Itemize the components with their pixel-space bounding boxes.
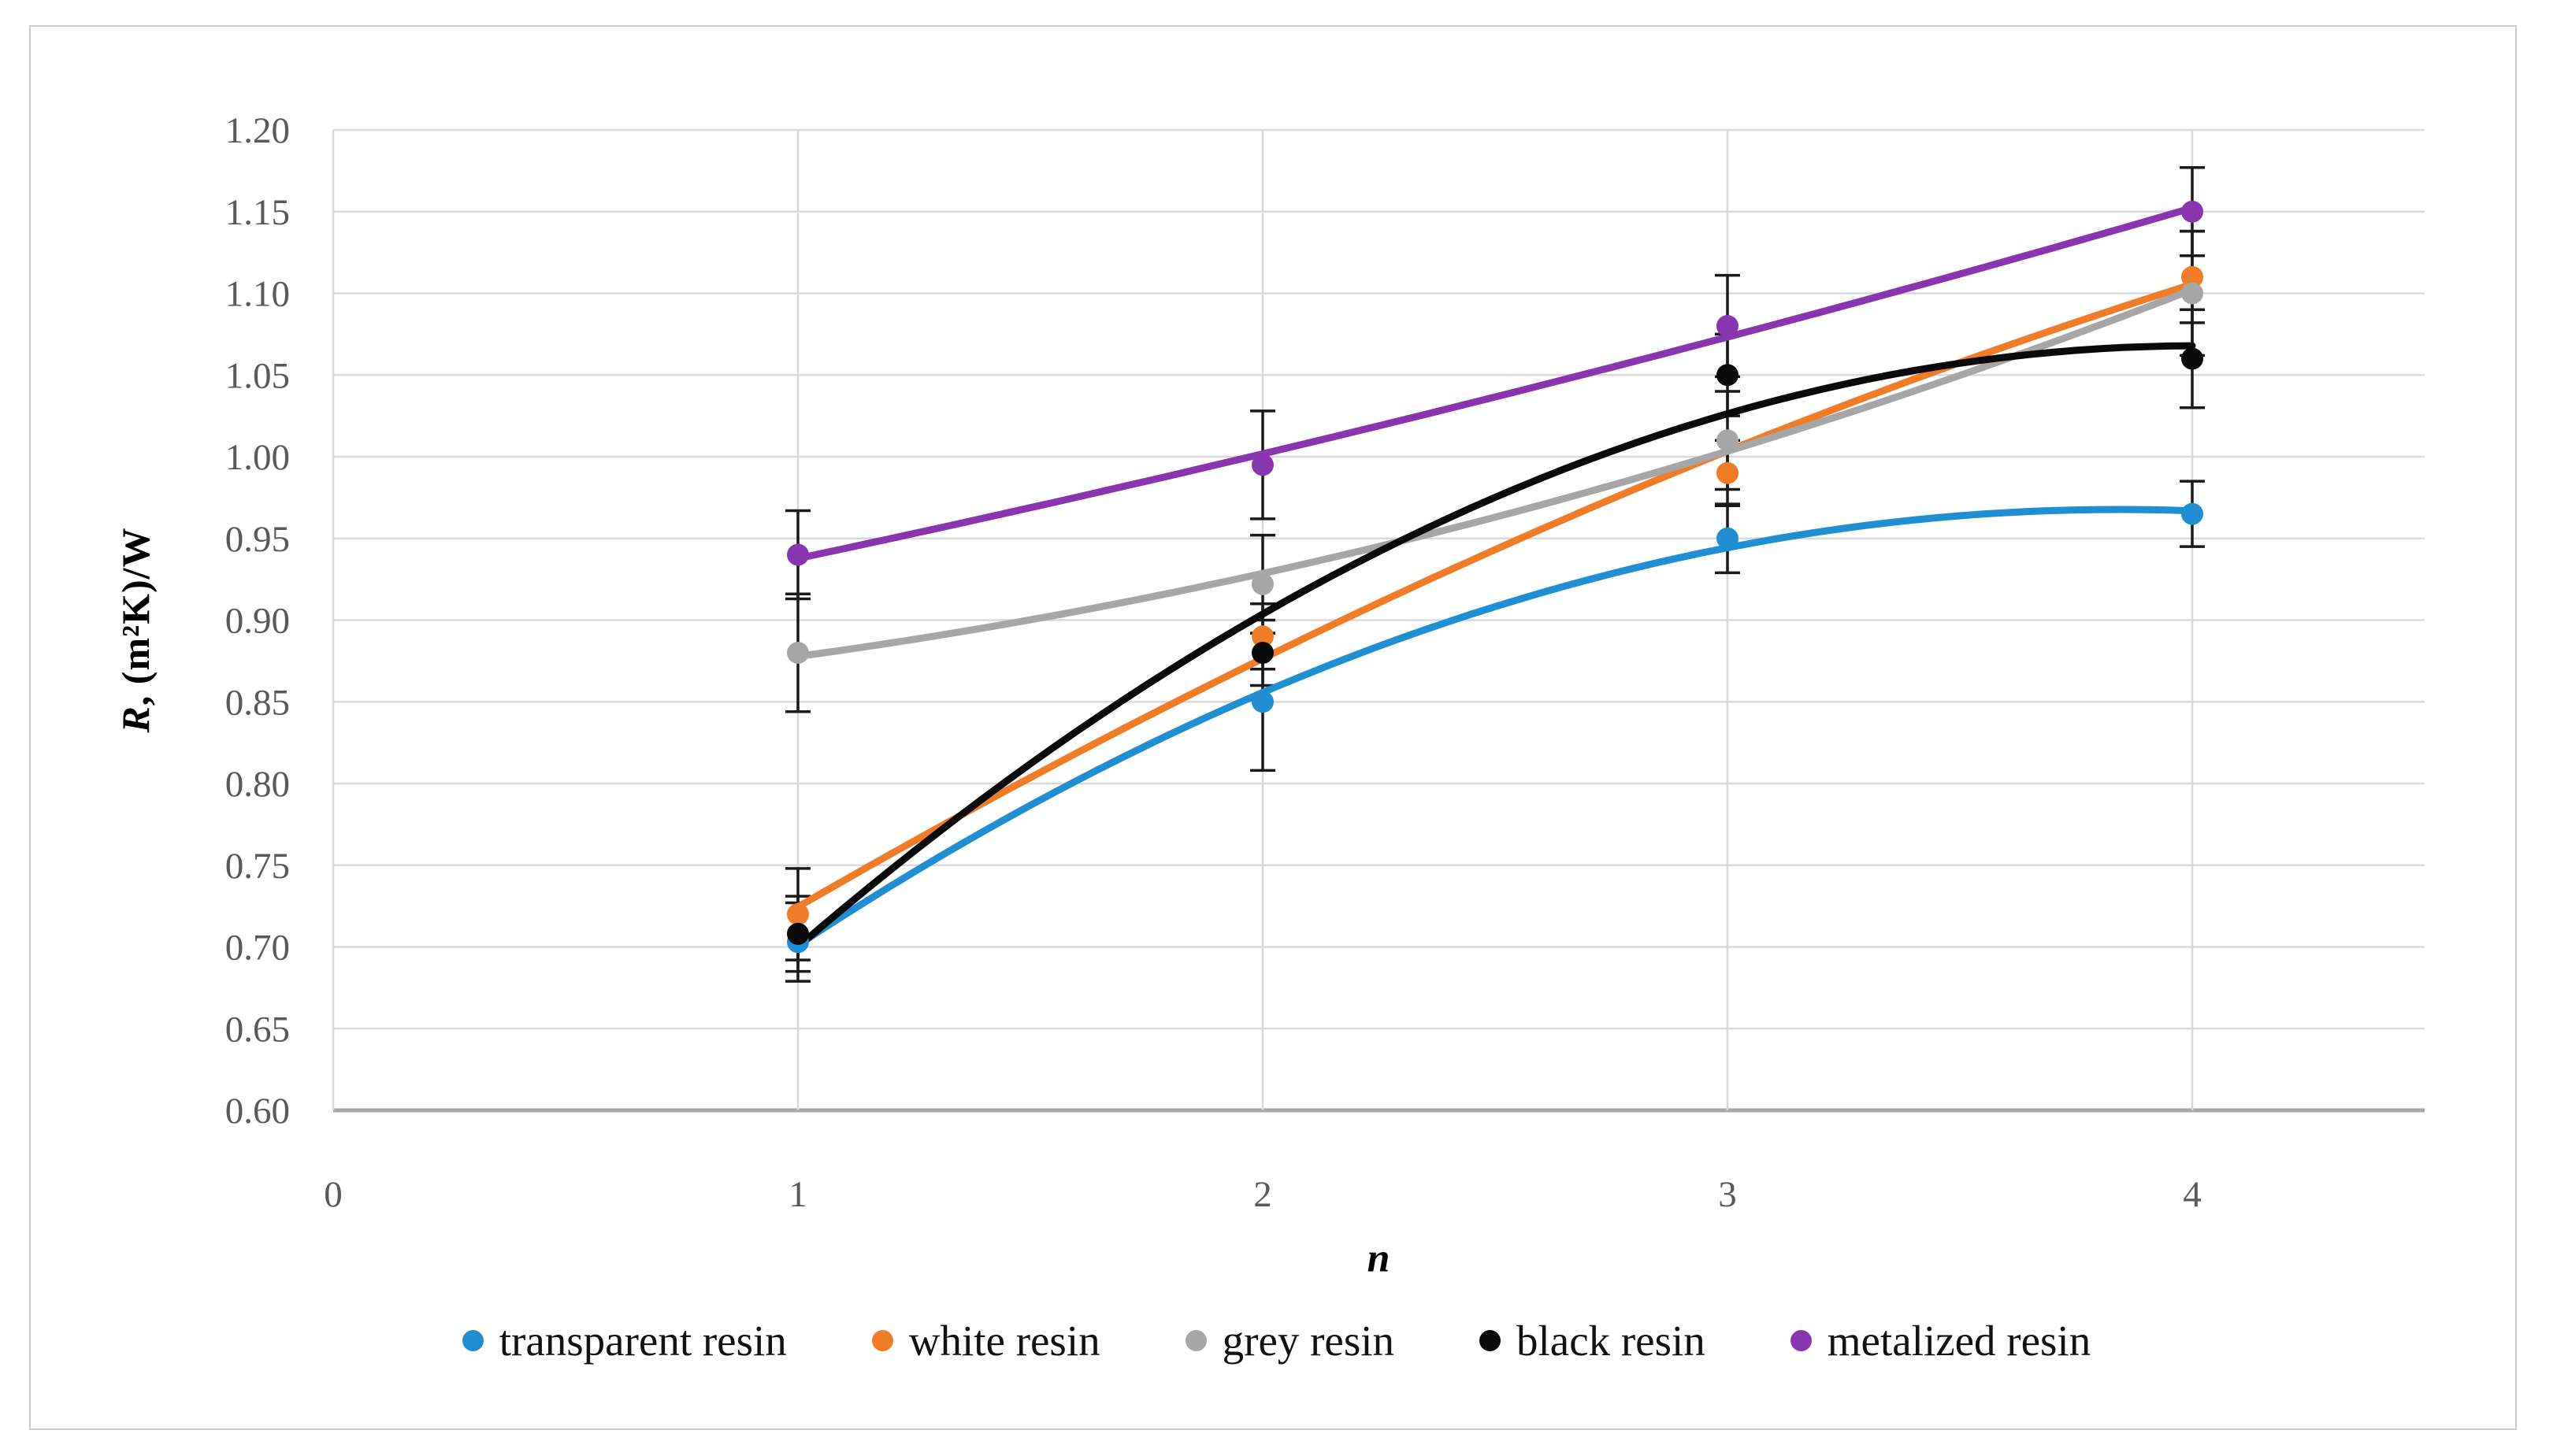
markers-layer xyxy=(787,200,2203,954)
y-axis-title: R, (m²K)/W xyxy=(113,527,158,732)
legend-label: grey resin xyxy=(1222,1316,1395,1365)
y-tick-label: 1.20 xyxy=(225,110,290,151)
trend-line-white-resin xyxy=(794,280,2196,911)
data-point-grey-resin-n3 xyxy=(1716,429,1738,452)
data-point-transparent-resin-n2 xyxy=(1252,691,1274,713)
legend-label: metalized resin xyxy=(1827,1316,2091,1365)
data-point-grey-resin-n4 xyxy=(2181,282,2203,305)
legend-label: black resin xyxy=(1516,1316,1705,1365)
x-tick-label: 2 xyxy=(1253,1174,1272,1215)
grid-layer xyxy=(332,128,2425,1113)
data-point-metalized-resin-n1 xyxy=(787,543,809,566)
y-tick-label: 0.80 xyxy=(225,764,290,805)
legend-item-black-resin: black resin xyxy=(1479,1316,1705,1365)
legend-marker-icon xyxy=(1479,1329,1501,1351)
legend-label: white resin xyxy=(908,1316,1100,1365)
y-tick-label: 1.05 xyxy=(225,355,290,396)
data-point-white-resin-n4 xyxy=(2181,265,2203,288)
y-tick-label: 0.70 xyxy=(225,928,290,969)
data-point-white-resin-n1 xyxy=(787,903,809,925)
data-point-white-resin-n3 xyxy=(1716,461,1738,484)
data-point-grey-resin-n2 xyxy=(1252,572,1274,595)
data-point-metalized-resin-n4 xyxy=(2181,200,2203,223)
y-axis-variable: R xyxy=(113,706,158,733)
tick-labels-layer: 0.60 0.65 0.70 0.75 0.80 0.85 0.90 0.95 1.00 1.05… xyxy=(225,110,2202,1215)
legend-item-metalized-resin: metalized resin xyxy=(1790,1316,2091,1365)
figure-border xyxy=(29,25,2517,1430)
data-point-black-resin-n4 xyxy=(2181,347,2203,370)
y-tick-label: 0.95 xyxy=(225,519,290,560)
y-axis-units: , (m²K)/W xyxy=(113,527,158,706)
y-tick-label: 0.60 xyxy=(225,1091,290,1132)
legend-marker-icon xyxy=(1790,1329,1812,1351)
legend-label: transparent resin xyxy=(499,1316,787,1365)
legend-marker-icon xyxy=(462,1329,484,1351)
data-point-metalized-resin-n3 xyxy=(1716,315,1738,337)
error-bars-layer xyxy=(785,165,2205,983)
legend: transparent resin white resin grey resin bl… xyxy=(0,1301,2553,1380)
trend-line-transparent-resin xyxy=(794,506,2196,949)
y-tick-label: 1.10 xyxy=(225,274,290,315)
trend-line-grey-resin xyxy=(794,286,2196,661)
x-tick-label: 1 xyxy=(789,1174,807,1215)
data-point-metalized-resin-n2 xyxy=(1252,454,1274,476)
y-tick-label: 0.75 xyxy=(225,846,290,887)
x-tick-label: 4 xyxy=(2183,1174,2202,1215)
x-axis-title: n xyxy=(1367,1236,1390,1281)
data-point-black-resin-n3 xyxy=(1716,364,1738,387)
legend-item-grey-resin: grey resin xyxy=(1185,1316,1395,1365)
trend-line-metalized-resin xyxy=(794,204,2196,562)
legend-marker-icon xyxy=(871,1329,893,1351)
y-tick-label: 1.00 xyxy=(225,437,290,478)
x-tick-label: 0 xyxy=(324,1174,343,1215)
data-point-black-resin-n1 xyxy=(787,922,809,945)
trend-line-black-resin xyxy=(794,342,2196,950)
data-point-black-resin-n2 xyxy=(1252,642,1274,664)
x-tick-label: 3 xyxy=(1718,1174,1737,1215)
data-point-transparent-resin-n4 xyxy=(2181,502,2203,525)
y-tick-label: 0.85 xyxy=(225,682,290,723)
trend-lines-layer xyxy=(794,204,2196,950)
y-tick-label: 1.15 xyxy=(225,192,290,233)
data-point-white-resin-n2 xyxy=(1252,625,1274,648)
data-point-grey-resin-n1 xyxy=(787,642,809,664)
legend-item-transparent-resin: transparent resin xyxy=(462,1316,787,1365)
y-tick-label: 0.65 xyxy=(225,1009,290,1050)
legend-marker-icon xyxy=(1185,1329,1207,1351)
legend-item-white-resin: white resin xyxy=(871,1316,1100,1365)
data-point-transparent-resin-n3 xyxy=(1716,527,1738,550)
y-tick-label: 0.90 xyxy=(225,601,290,642)
